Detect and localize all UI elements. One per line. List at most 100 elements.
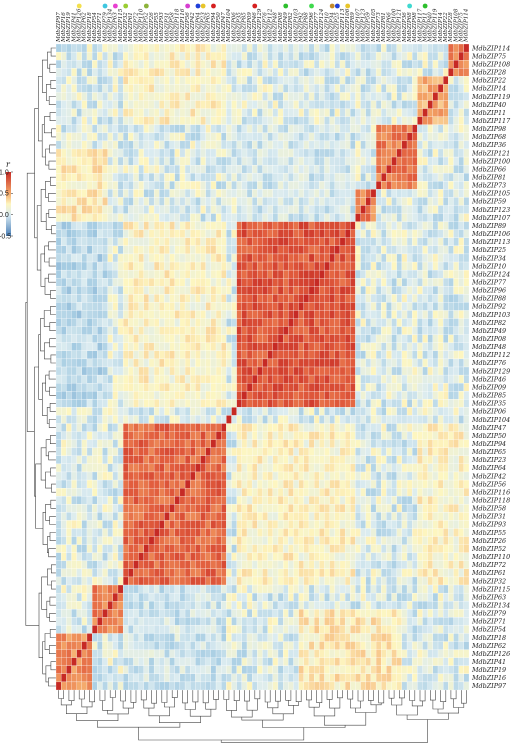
heatmap-cell (190, 358, 196, 368)
heatmap-cell (122, 76, 129, 85)
heatmap-cell (283, 479, 289, 489)
heatmap-cell (427, 92, 434, 101)
row-dendrogram-branch (50, 499, 56, 509)
heatmap-cell (412, 350, 418, 360)
column-dendrogram-branch (223, 690, 230, 700)
heatmap-cell (334, 302, 341, 311)
heatmap-cell (153, 221, 160, 230)
heatmap-cell (381, 156, 387, 166)
heatmap-cell (370, 399, 377, 408)
heatmap-cell (355, 173, 361, 182)
heatmap-cell (350, 520, 356, 529)
heatmap-cell (443, 407, 449, 416)
heatmap-cell (190, 124, 196, 133)
heatmap-cell (360, 310, 366, 319)
heatmap-cell (334, 60, 341, 69)
heatmap-cell (226, 366, 232, 376)
heatmap-cell (432, 181, 439, 190)
row-dendrogram-branch (47, 51, 52, 69)
heatmap-cell (215, 310, 222, 319)
heatmap-cell (205, 374, 212, 384)
heatmap-cell (396, 366, 403, 376)
heatmap-cell (231, 189, 237, 198)
heatmap-cell (365, 100, 372, 109)
heatmap-cell (231, 68, 237, 77)
heatmap-cell (355, 51, 361, 61)
heatmap-cell (210, 447, 217, 456)
heatmap-cell (76, 100, 82, 109)
heatmap-cell (246, 294, 253, 303)
heatmap-cell (277, 415, 284, 424)
heatmap-cell (453, 358, 459, 368)
heatmap-cell (422, 286, 428, 295)
heatmap-cell (179, 326, 186, 335)
heatmap-cell (448, 504, 454, 513)
heatmap-cell (314, 269, 320, 279)
heatmap-cell (298, 108, 304, 117)
heatmap-cell (375, 76, 382, 85)
heatmap-cell (308, 479, 315, 489)
heatmap-cell (355, 407, 361, 416)
heatmap-cell (391, 51, 397, 61)
heatmap-cell (401, 60, 408, 69)
heatmap-cell (437, 496, 444, 505)
heatmap-cell (283, 496, 289, 505)
heatmap-cell (319, 520, 325, 529)
heatmap-cell (412, 310, 418, 319)
heatmap-cell (334, 487, 341, 497)
heatmap-cell (412, 124, 418, 133)
heatmap-cell (412, 43, 418, 53)
heatmap-cell (179, 487, 186, 497)
heatmap-cell (272, 76, 279, 85)
heatmap-cell (236, 253, 242, 263)
heatmap-cell (221, 237, 227, 247)
heatmap-cell (360, 269, 366, 279)
heatmap-cell (427, 496, 434, 505)
heatmap-cell (396, 415, 403, 424)
heatmap-cell (293, 496, 299, 505)
heatmap-cell (81, 132, 88, 142)
row-dendrogram-branch (48, 419, 56, 428)
heatmap-cell (344, 391, 351, 400)
heatmap-cell (190, 528, 196, 537)
row-dendrogram-branch (45, 213, 52, 230)
heatmap-cell (246, 76, 253, 85)
heatmap-cell (319, 92, 325, 101)
heatmap-cell (252, 237, 258, 247)
heatmap-cell (86, 455, 93, 465)
heatmap-cell (102, 463, 108, 473)
heatmap-cell (303, 205, 310, 214)
heatmap-cell (174, 100, 181, 109)
column-dendrogram-branch (267, 701, 279, 709)
heatmap-cell (360, 358, 366, 368)
heatmap-cell (92, 221, 98, 230)
heatmap-cell (61, 269, 67, 279)
heatmap-cell (117, 479, 124, 489)
heatmap-cell (117, 197, 124, 206)
heatmap-cell (344, 463, 351, 473)
heatmap-cell (252, 358, 258, 368)
heatmap-cell (190, 221, 196, 230)
heatmap-cell (360, 366, 366, 376)
heatmap-cell (267, 512, 273, 521)
heatmap-cell (453, 520, 459, 529)
heatmap-cell (432, 205, 439, 214)
heatmap-cell (365, 471, 372, 481)
heatmap-cell (55, 221, 62, 230)
heatmap-cell (102, 237, 108, 247)
heatmap-cell (355, 213, 361, 222)
heatmap-cell (76, 189, 82, 198)
heatmap-cell (76, 310, 82, 319)
heatmap-cell (453, 302, 459, 311)
heatmap-cell (133, 278, 139, 287)
heatmap-cell (360, 326, 366, 335)
heatmap-cell (61, 51, 67, 61)
heatmap-cell (293, 504, 299, 513)
heatmap-cell (267, 399, 273, 408)
heatmap-cell (427, 108, 434, 117)
heatmap-cell (55, 43, 62, 53)
heatmap-cell (148, 504, 155, 513)
heatmap-cell (458, 132, 464, 142)
heatmap-cell (329, 439, 335, 448)
heatmap-cell (458, 512, 464, 521)
